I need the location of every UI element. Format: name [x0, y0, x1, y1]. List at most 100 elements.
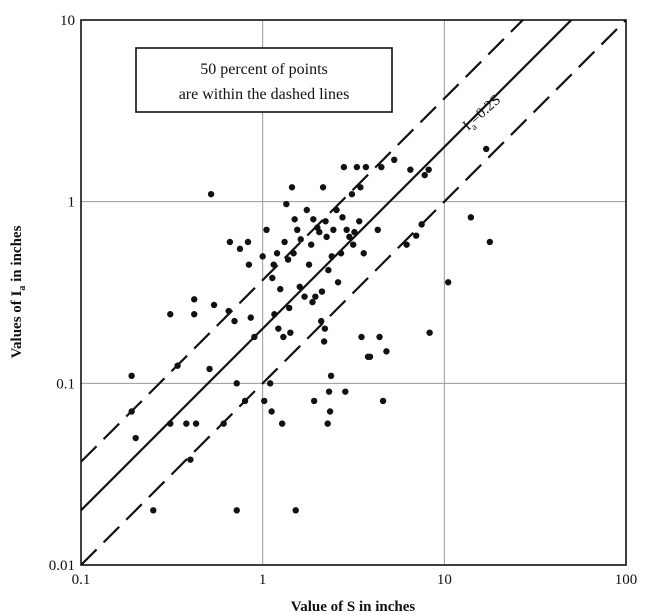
data-point — [379, 397, 387, 405]
y-axis-title-sub: a — [17, 286, 28, 291]
data-point — [263, 226, 270, 234]
data-point — [378, 163, 385, 171]
data-point — [349, 241, 357, 248]
data-point — [236, 245, 244, 253]
data-point — [241, 397, 249, 405]
data-point — [251, 333, 258, 341]
data-point — [358, 333, 365, 341]
data-point — [312, 293, 319, 300]
data-point — [403, 241, 410, 248]
data-point — [283, 200, 290, 208]
solid-line-label: Ia=0.2S — [460, 92, 506, 136]
data-point — [231, 317, 238, 325]
data-point — [412, 232, 420, 239]
y-tick-label: 1 — [68, 195, 76, 211]
data-point — [330, 226, 337, 234]
y-axis-title-main: Values of I — [9, 290, 25, 358]
data-point — [444, 279, 452, 286]
data-point — [324, 420, 331, 427]
data-point — [319, 184, 327, 191]
data-point — [167, 311, 174, 318]
data-point — [233, 380, 240, 387]
dashed-bound-line — [81, 20, 525, 463]
solid-line-label-rest: =0.2S — [467, 92, 504, 128]
y-tick-label: 10 — [60, 13, 75, 29]
data-point — [271, 311, 278, 318]
data-point — [353, 163, 361, 171]
data-point — [308, 241, 315, 248]
annotation-line-1: 50 percent of points — [200, 61, 328, 78]
x-axis-ticks: 0.1 1 10 100 — [72, 572, 638, 588]
data-point — [318, 317, 325, 325]
data-point — [225, 307, 232, 315]
data-point — [362, 163, 370, 171]
data-point — [340, 163, 348, 171]
data-point — [301, 293, 308, 300]
data-point — [333, 206, 340, 214]
data-point — [296, 283, 303, 290]
data-point — [325, 266, 332, 274]
data-point — [348, 190, 356, 198]
y-tick-label: 0.1 — [56, 376, 75, 392]
data-point — [343, 226, 350, 234]
data-point — [316, 228, 323, 236]
data-point — [245, 261, 253, 268]
data-point — [342, 388, 349, 395]
solid-ratio-line — [81, 20, 573, 512]
data-point — [327, 372, 335, 380]
data-point — [206, 365, 213, 373]
data-point — [310, 216, 317, 223]
data-point — [244, 238, 252, 246]
data-point — [360, 250, 367, 257]
data-point — [183, 420, 190, 427]
data-point — [187, 456, 194, 463]
data-point — [174, 362, 181, 369]
data-point — [356, 218, 363, 225]
data-point — [207, 190, 215, 198]
data-point — [421, 171, 428, 179]
data-point — [318, 288, 326, 295]
data-point — [418, 221, 425, 228]
x-tick-label: 100 — [615, 572, 638, 588]
data-point — [192, 420, 200, 427]
data-point — [486, 238, 494, 246]
data-point — [275, 325, 282, 332]
data-point — [281, 238, 288, 246]
data-point — [288, 184, 296, 191]
data-point — [305, 261, 313, 268]
data-point — [351, 228, 358, 236]
data-point — [259, 253, 266, 260]
data-point — [210, 301, 218, 309]
y-axis-ticks: 0.01 0.1 1 10 — [49, 13, 75, 574]
data-point — [426, 329, 433, 336]
y-axis-title: Values of Ia in inches — [9, 225, 28, 358]
data-points — [128, 145, 494, 514]
data-point — [261, 397, 268, 405]
data-point — [280, 333, 287, 341]
data-point — [284, 256, 292, 263]
data-point — [310, 397, 318, 405]
data-point — [247, 314, 254, 321]
data-point — [294, 226, 301, 234]
x-tick-label: 10 — [437, 572, 452, 588]
data-point — [309, 298, 316, 306]
data-point — [297, 236, 304, 243]
data-point — [266, 380, 274, 387]
annotation-line-2: are within the dashed lines — [179, 86, 350, 103]
x-axis-title: Value of S in inches — [291, 599, 416, 615]
plot-frame — [80, 19, 627, 566]
data-point — [269, 274, 276, 282]
data-point — [220, 420, 227, 427]
data-point — [339, 214, 346, 221]
data-point — [268, 408, 275, 415]
data-point — [167, 420, 174, 427]
solid-line-label-sub: a — [469, 121, 480, 133]
data-point — [357, 184, 364, 191]
data-point — [346, 233, 353, 241]
x-tick-label: 1 — [259, 572, 267, 588]
data-point — [482, 145, 490, 153]
data-point — [290, 250, 297, 257]
data-point — [270, 261, 277, 268]
data-point — [467, 214, 475, 221]
